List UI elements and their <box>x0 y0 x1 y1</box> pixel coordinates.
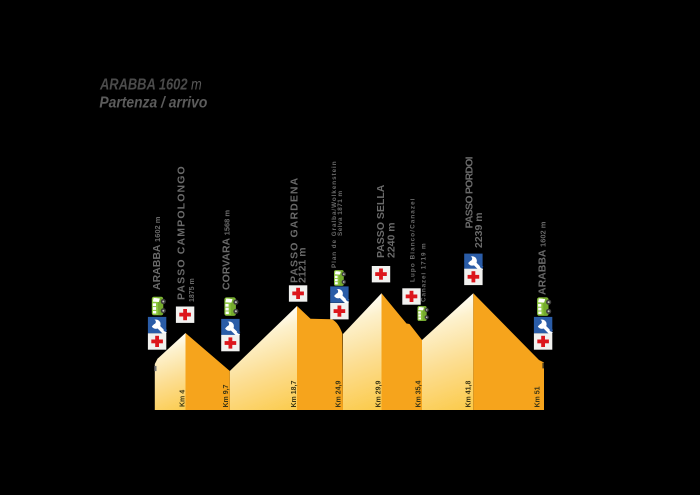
svg-text:Km 18,7: Km 18,7 <box>291 381 298 408</box>
svg-text:1875 m: 1875 m <box>189 278 196 302</box>
svg-text:2239 m: 2239 m <box>473 212 485 248</box>
svg-text:Canazei 1719 m: Canazei 1719 m <box>421 242 428 302</box>
svg-text:Km 4: Km 4 <box>180 390 187 407</box>
svg-text:Plan de Gralba/Wolkenstein: Plan de Gralba/Wolkenstein <box>331 160 338 268</box>
svg-text:Lupo Bianco/Canazei: Lupo Bianco/Canazei <box>410 197 417 282</box>
svg-text:PASSO PORDOI: PASSO PORDOI <box>463 156 475 228</box>
svg-text:ARABBA 1602 m: ARABBA 1602 m <box>536 221 548 295</box>
svg-text:PASSO CAMPOLONGO: PASSO CAMPOLONGO <box>175 165 187 300</box>
svg-text:PASSO GARDENA: PASSO GARDENA <box>288 177 300 283</box>
svg-text:Km 35,4: Km 35,4 <box>416 381 423 408</box>
svg-text:ARABBA 1602 m: ARABBA 1602 m <box>99 76 202 93</box>
svg-text:2240 m: 2240 m <box>386 222 398 258</box>
svg-text:Partenza / arrivo: Partenza / arrivo <box>99 95 207 112</box>
svg-text:CORVARA 1568 m: CORVARA 1568 m <box>221 210 233 290</box>
svg-text:Km 51: Km 51 <box>535 386 542 407</box>
svg-text:Km 24,9: Km 24,9 <box>336 381 343 408</box>
svg-text:Km 41,8: Km 41,8 <box>466 381 473 408</box>
svg-text:PASSO SELLA: PASSO SELLA <box>375 184 387 258</box>
svg-text:2121 m: 2121 m <box>297 247 309 283</box>
svg-text:Selva 1871 m: Selva 1871 m <box>337 190 344 236</box>
svg-text:Km 29,9: Km 29,9 <box>375 381 382 408</box>
svg-text:Km 9,7: Km 9,7 <box>223 384 230 407</box>
svg-text:ARABBA 1602 m: ARABBA 1602 m <box>151 216 163 290</box>
